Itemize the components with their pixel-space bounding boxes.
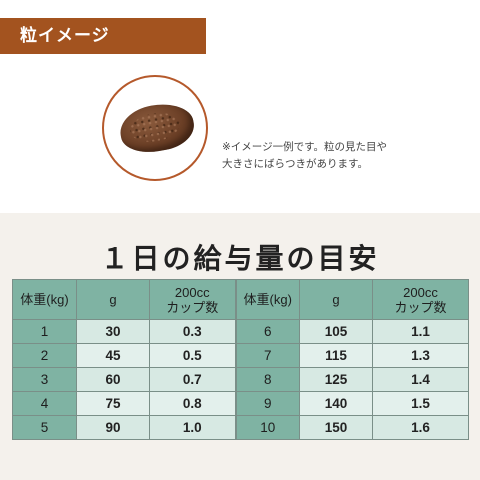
weight-cell: 10 <box>234 415 300 440</box>
cups-cell: 1.1 <box>372 319 469 344</box>
table-row: 3 60 0.7 8 125 1.4 <box>12 367 469 392</box>
weight-cell: 9 <box>234 391 300 416</box>
grams-cell: 30 <box>76 319 150 344</box>
feeding-guide-title: １日の給与量の目安 <box>100 242 380 275</box>
grams-cell: 125 <box>299 367 373 392</box>
cups-cell: 0.8 <box>149 391 236 416</box>
header-cups-2: 200cc カップ数 <box>372 279 469 320</box>
header-cups: 200cc カップ数 <box>149 279 236 320</box>
table-row: 4 75 0.8 9 140 1.5 <box>12 391 469 416</box>
grams-cell: 115 <box>299 343 373 368</box>
header-cups-2-line2: カップ数 <box>394 299 447 315</box>
table-row: 5 90 1.0 10 150 1.6 <box>12 415 469 440</box>
table-row: 2 45 0.5 7 115 1.3 <box>12 343 469 368</box>
grams-cell: 60 <box>76 367 150 392</box>
feeding-guide-section: １日の給与量の目安 体重(kg) g 200cc カップ数 体重(kg) g 2… <box>0 213 480 480</box>
feeding-table: 体重(kg) g 200cc カップ数 体重(kg) g 200cc カップ数 … <box>12 279 469 440</box>
grams-cell: 75 <box>76 391 150 416</box>
grams-cell: 45 <box>76 343 150 368</box>
grams-cell: 150 <box>299 415 373 440</box>
weight-cell: 8 <box>234 367 300 392</box>
cups-cell: 1.5 <box>372 391 469 416</box>
header-cups-2-line1: 200cc <box>403 284 438 300</box>
kibble-note-line1: ※イメージ一例です。粒の見た目や <box>222 141 388 153</box>
weight-cell: 6 <box>234 319 300 344</box>
table-header-row: 体重(kg) g 200cc カップ数 体重(kg) g 200cc カップ数 <box>12 279 469 320</box>
kibble-image-frame <box>102 75 208 181</box>
grams-cell: 140 <box>299 391 373 416</box>
cups-cell: 0.3 <box>149 319 236 344</box>
header-grams: g <box>76 279 150 320</box>
grams-cell: 90 <box>76 415 150 440</box>
cups-cell: 1.3 <box>372 343 469 368</box>
table-row: 1 30 0.3 6 105 1.1 <box>12 319 469 344</box>
kibble-note-line2: 大きさにばらつきがあります。 <box>222 158 368 170</box>
kibble-banner: 粒イメージ <box>0 18 206 54</box>
header-grams-2: g <box>299 279 373 320</box>
cups-cell: 1.6 <box>372 415 469 440</box>
cups-cell: 1.4 <box>372 367 469 392</box>
kibble-section: 粒イメージ ※イメージ一例です。粒の見た目や 大きさにばらつきがあります。 <box>0 0 480 213</box>
cups-cell: 0.7 <box>149 367 236 392</box>
cups-cell: 0.5 <box>149 343 236 368</box>
kibble-note: ※イメージ一例です。粒の見た目や 大きさにばらつきがあります。 <box>222 139 472 173</box>
weight-cell: 1 <box>12 319 77 344</box>
weight-cell: 2 <box>12 343 77 368</box>
header-cups-line2: カップ数 <box>166 299 219 315</box>
weight-cell: 4 <box>12 391 77 416</box>
header-weight-2: 体重(kg) <box>234 279 300 320</box>
weight-cell: 3 <box>12 367 77 392</box>
weight-cell: 7 <box>234 343 300 368</box>
weight-cell: 5 <box>12 415 77 440</box>
grams-cell: 105 <box>299 319 373 344</box>
header-cups-line1: 200cc <box>174 284 210 300</box>
kibble-image <box>116 98 198 158</box>
cups-cell: 1.0 <box>149 415 236 440</box>
header-weight: 体重(kg) <box>12 279 77 320</box>
